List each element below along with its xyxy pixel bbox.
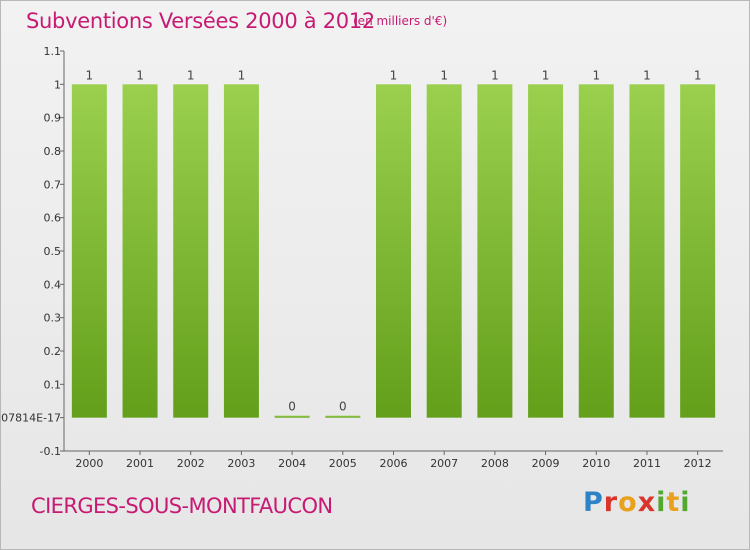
x-tick-label: 2007: [430, 457, 458, 470]
data-label: 1: [136, 68, 144, 82]
x-tick-label: 2008: [481, 457, 509, 470]
bar: [578, 84, 614, 418]
x-tick-label: 2010: [582, 457, 610, 470]
logo-letter: i: [656, 487, 667, 518]
data-label: 1: [694, 68, 702, 82]
bar: [680, 84, 716, 418]
bar: [274, 415, 310, 418]
bar: [71, 84, 107, 418]
y-tick-label: 1.3877787807814E-17: [1, 412, 61, 425]
bar: [173, 84, 209, 418]
y-tick-label: 1.1: [44, 45, 62, 58]
bar: [426, 84, 462, 418]
bar: [629, 84, 665, 418]
logo-letter: r: [603, 487, 619, 518]
x-tick-label: 2000: [75, 457, 103, 470]
data-label: 1: [187, 68, 195, 82]
x-tick-label: 2002: [177, 457, 205, 470]
y-tick-label: 0.6: [44, 212, 62, 225]
data-label: 1: [440, 68, 448, 82]
y-tick-label: 0.7: [44, 178, 62, 191]
logo-letter: o: [618, 487, 638, 518]
logo-letter: x: [637, 487, 657, 518]
logo-letter: t: [666, 487, 681, 518]
x-tick-label: 2009: [532, 457, 560, 470]
bar: [325, 415, 361, 418]
location-name: CIERGES-SOUS-MONTFAUCON: [31, 494, 333, 518]
x-tick-label: 2012: [684, 457, 712, 470]
x-tick-label: 2003: [227, 457, 255, 470]
chart-subtitle: (en milliers d'€): [353, 14, 448, 28]
y-tick-label: 0.4: [44, 278, 62, 291]
y-tick-label: 1: [54, 78, 61, 91]
data-label: 0: [339, 400, 347, 414]
data-label: 0: [288, 400, 296, 414]
bar: [528, 84, 564, 418]
data-label: 1: [643, 68, 651, 82]
data-label: 1: [491, 68, 499, 82]
y-tick-label: -0.1: [40, 445, 61, 458]
y-tick-label: 0.2: [44, 345, 62, 358]
chart-title: Subventions Versées 2000 à 2012: [26, 9, 375, 33]
x-tick-label: 2006: [380, 457, 408, 470]
bar: [223, 84, 259, 418]
y-tick-label: 0.5: [44, 245, 62, 258]
y-tick-label: 0.3: [44, 312, 62, 325]
x-tick-label: 2011: [633, 457, 661, 470]
data-label: 1: [592, 68, 600, 82]
y-tick-label: 0.9: [44, 112, 62, 125]
logo-letter: P: [583, 487, 604, 518]
data-label: 1: [390, 68, 398, 82]
bar: [376, 84, 411, 418]
x-tick-label: 2001: [126, 457, 154, 470]
logo-letter: i: [680, 487, 691, 518]
x-tick-label: 2005: [329, 457, 357, 470]
y-tick-label: 0.1: [44, 378, 62, 391]
bar: [477, 84, 513, 418]
data-label: 1: [86, 68, 94, 82]
data-label: 1: [238, 68, 246, 82]
data-label: 1: [542, 68, 550, 82]
proxiti-logo: Proxiti: [583, 487, 691, 518]
bar: [122, 84, 158, 418]
x-tick-label: 2004: [278, 457, 306, 470]
y-tick-label: 0.8: [44, 145, 62, 158]
